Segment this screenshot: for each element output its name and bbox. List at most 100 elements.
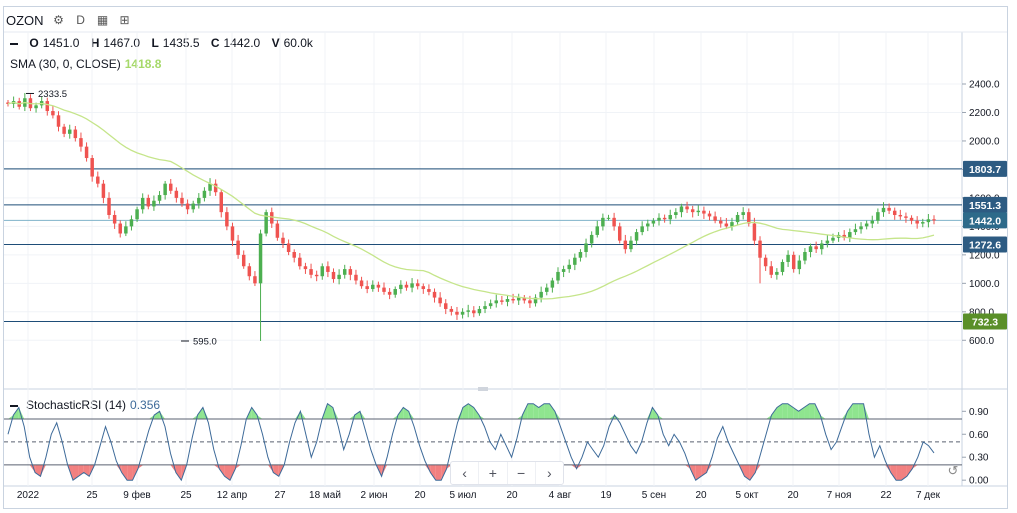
x-tick-label: 25 [86, 490, 98, 501]
candle-body [163, 183, 167, 196]
candle-body [180, 197, 184, 204]
stochrsi-label: StochasticRSI (14) [26, 398, 127, 412]
overbought-fill [154, 411, 160, 419]
overbought-fill [554, 411, 561, 419]
candle-body [842, 234, 846, 238]
candle-body [152, 200, 156, 207]
x-tick-label: 20 [695, 490, 707, 501]
oversold-fill [695, 464, 702, 481]
candle-body [382, 287, 386, 292]
y-tick-label: 2200.0 [969, 108, 1000, 119]
candle-body [803, 252, 807, 261]
candle-body [342, 269, 347, 275]
x-tick-label: 20 [414, 490, 426, 501]
candle-body [213, 183, 218, 193]
candle-body [197, 197, 201, 204]
indicators-icon[interactable]: ▦ [96, 13, 109, 27]
candle-body [679, 206, 684, 213]
candle-body [472, 310, 476, 314]
zoom-in-button[interactable]: + [479, 462, 508, 484]
candle-body [354, 274, 358, 281]
overbought-fill [863, 403, 870, 419]
candle-body [735, 214, 740, 223]
x-tick-label: 25 [180, 490, 192, 501]
chart-navigation: ‹ + − › [450, 461, 564, 485]
osc-fills [8, 403, 918, 481]
candle-body [118, 223, 122, 234]
compare-icon[interactable]: ⊞ [119, 13, 130, 27]
overbought-fill [13, 407, 19, 419]
candle-body [724, 223, 729, 227]
oversold-fill [744, 464, 750, 481]
candle-body [797, 260, 802, 270]
oversold-fill [896, 464, 902, 481]
candle-body [337, 274, 341, 280]
overbought-fill [159, 411, 166, 419]
candle-body [219, 192, 224, 213]
candle-body [112, 214, 117, 224]
osc-tick-label: 0.60 [969, 430, 989, 441]
candle-body [702, 210, 706, 214]
candle-body [90, 158, 94, 177]
candle-body [432, 291, 437, 298]
overbought-fill [462, 403, 469, 419]
overbought-fill [392, 415, 398, 419]
sma-legend[interactable]: SMA (30, 0, CLOSE) 1418.8 [10, 57, 161, 71]
candle-body [365, 286, 369, 290]
stochrsi-legend[interactable]: StochasticRSI (14) 0.356 [10, 398, 160, 412]
candle-body [758, 240, 762, 258]
level-price-tag [963, 212, 1007, 229]
osc-tick-label: 0.90 [969, 407, 989, 418]
candle-body [399, 284, 403, 290]
candle-body [848, 232, 852, 238]
oversold-fill [219, 464, 225, 477]
candle-body [286, 243, 291, 253]
candle-body [225, 212, 229, 227]
reset-chart-icon[interactable]: ↺ [947, 463, 959, 478]
overbought-fill [652, 407, 658, 419]
candle-body [264, 212, 268, 234]
candle-body [455, 311, 459, 315]
overbought-fill [782, 403, 788, 419]
scroll-right-button[interactable]: › [547, 465, 552, 481]
candle-body [185, 203, 190, 210]
candles [6, 92, 936, 341]
candle-body [421, 286, 426, 290]
settings-gear-icon[interactable]: ⚙ [53, 13, 64, 27]
oversold-fill [35, 464, 41, 477]
oversold-fill [430, 464, 436, 481]
oversold-fill [121, 464, 128, 481]
overbought-fill [468, 403, 474, 419]
symbol-label[interactable]: OZON [6, 12, 44, 28]
chart-frame [3, 6, 1008, 509]
overbought-fill [804, 403, 810, 419]
candle-body [769, 266, 773, 275]
candle-body [589, 234, 594, 244]
candle-body [898, 214, 903, 217]
collapse-dash-icon[interactable] [10, 42, 18, 45]
oversold-fill [890, 464, 897, 481]
scroll-left-button[interactable]: ‹ [451, 462, 480, 484]
collapse-dash-icon[interactable] [10, 404, 18, 407]
overbought-fill [533, 403, 539, 419]
candle-body [236, 240, 240, 255]
oversold-fill [235, 464, 241, 469]
candle-body [511, 298, 515, 301]
candle-body [359, 280, 364, 287]
y-tick-label: 2000.0 [969, 136, 1000, 147]
interval-button[interactable]: D [76, 13, 85, 27]
level-price-label: 1803.7 [969, 164, 1001, 176]
level-price-label: 1551.3 [969, 200, 1001, 212]
candle-body [281, 237, 285, 244]
x-tick-label: 19 [600, 490, 612, 501]
candle-body [909, 217, 914, 221]
candle-body [135, 209, 139, 220]
candle-body [483, 306, 487, 309]
zoom-out-button[interactable]: − [508, 462, 536, 484]
overbought-fill [538, 403, 545, 419]
overbought-fill [457, 407, 463, 419]
overbought-fill [646, 407, 653, 419]
stochrsi-value: 0.356 [130, 398, 161, 412]
level-price-tag [963, 160, 1007, 177]
